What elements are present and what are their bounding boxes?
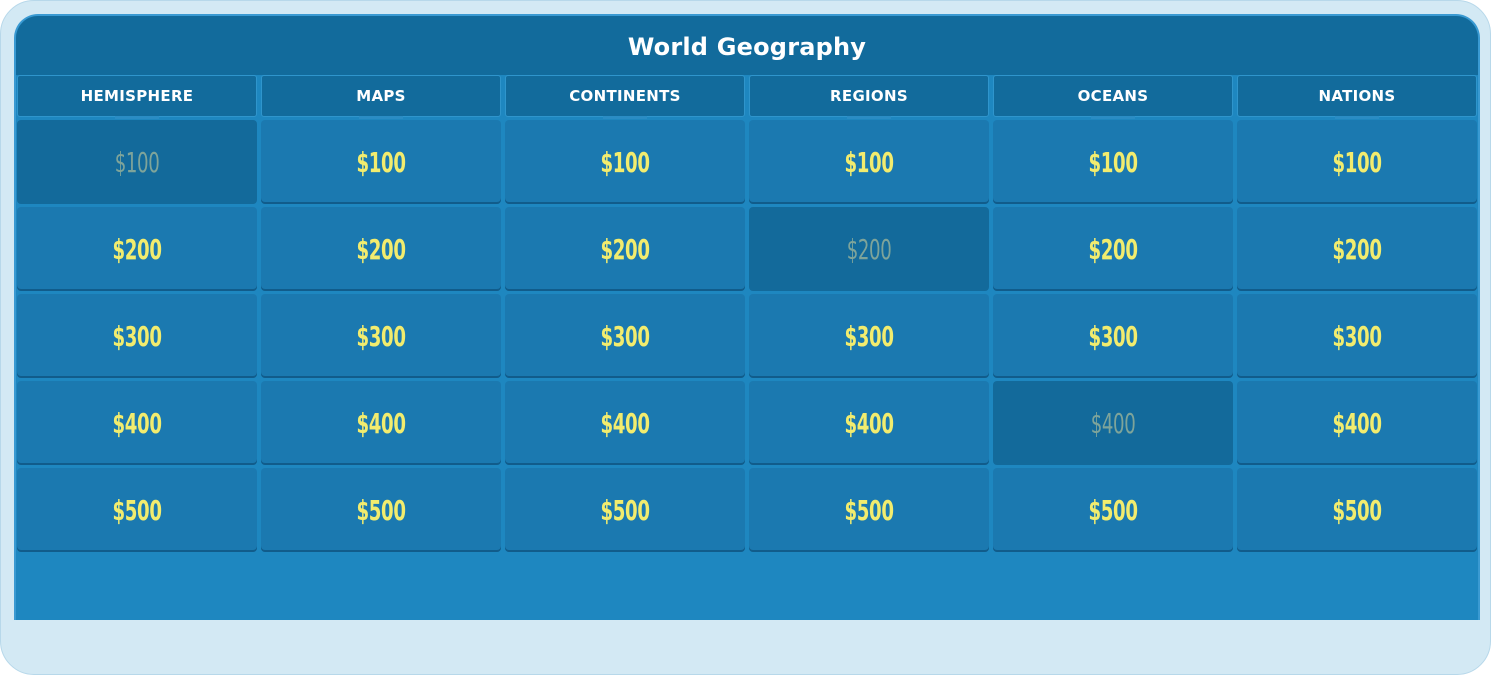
- tile-oceans-3[interactable]: $300: [993, 294, 1233, 378]
- tile-nations-4[interactable]: $400: [1237, 381, 1477, 465]
- tile-regions-5[interactable]: $500: [749, 468, 989, 552]
- tile-value: $100: [114, 145, 160, 179]
- tile-value: $200: [846, 232, 892, 266]
- board-title: World Geography: [627, 32, 867, 61]
- tile-maps-4[interactable]: $400: [261, 381, 501, 465]
- tile-value: $200: [1088, 232, 1138, 266]
- tile-hemisphere-1: $100: [17, 120, 257, 204]
- category-header-oceans: OCEANS: [993, 75, 1233, 119]
- tile-oceans-5[interactable]: $500: [993, 468, 1233, 552]
- tile-oceans-2[interactable]: $200: [993, 207, 1233, 291]
- tile-value: $500: [1332, 493, 1382, 527]
- tile-value: $400: [112, 406, 162, 440]
- tile-maps-2[interactable]: $200: [261, 207, 501, 291]
- tile-value: $500: [600, 493, 650, 527]
- category-header-regions: REGIONS: [749, 75, 989, 119]
- tile-regions-1[interactable]: $100: [749, 120, 989, 204]
- tile-value: $100: [1088, 145, 1138, 179]
- tile-value: $500: [844, 493, 894, 527]
- tile-hemisphere-5[interactable]: $500: [17, 468, 257, 552]
- category-header-continents: CONTINENTS: [505, 75, 745, 119]
- board-grid: HEMISPHERE MAPS CONTINENTS REGIONS OCEANS NAT…: [17, 75, 1478, 552]
- tile-nations-3[interactable]: $300: [1237, 294, 1477, 378]
- tile-oceans-1[interactable]: $100: [993, 120, 1233, 204]
- category-header-nations: NATIONS: [1237, 75, 1477, 119]
- tile-value: $500: [112, 493, 162, 527]
- tile-value: $200: [112, 232, 162, 266]
- tile-value: $400: [600, 406, 650, 440]
- title-bar: World Geography: [16, 16, 1478, 75]
- tile-value: $200: [1332, 232, 1382, 266]
- tile-value: $500: [356, 493, 406, 527]
- tile-value: $100: [600, 145, 650, 179]
- tile-continents-2[interactable]: $200: [505, 207, 745, 291]
- tile-value: $300: [356, 319, 406, 353]
- tile-value: $100: [1332, 145, 1382, 179]
- tile-hemisphere-3[interactable]: $300: [17, 294, 257, 378]
- category-header-hemisphere: HEMISPHERE: [17, 75, 257, 119]
- tile-value: $400: [1332, 406, 1382, 440]
- tile-continents-4[interactable]: $400: [505, 381, 745, 465]
- tile-value: $300: [1088, 319, 1138, 353]
- tile-maps-3[interactable]: $300: [261, 294, 501, 378]
- tile-continents-1[interactable]: $100: [505, 120, 745, 204]
- tile-value: $100: [356, 145, 406, 179]
- tile-regions-3[interactable]: $300: [749, 294, 989, 378]
- tile-hemisphere-4[interactable]: $400: [17, 381, 257, 465]
- tile-value: $100: [844, 145, 894, 179]
- tile-regions-4[interactable]: $400: [749, 381, 989, 465]
- tile-oceans-4: $400: [993, 381, 1233, 465]
- tile-hemisphere-2[interactable]: $200: [17, 207, 257, 291]
- tile-value: $200: [600, 232, 650, 266]
- tile-value: $300: [600, 319, 650, 353]
- tile-continents-3[interactable]: $300: [505, 294, 745, 378]
- tile-nations-1[interactable]: $100: [1237, 120, 1477, 204]
- category-header-maps: MAPS: [261, 75, 501, 119]
- tile-nations-2[interactable]: $200: [1237, 207, 1477, 291]
- tile-value: $400: [1090, 406, 1136, 440]
- tile-value: $500: [1088, 493, 1138, 527]
- tile-regions-2: $200: [749, 207, 989, 291]
- tile-value: $300: [1332, 319, 1382, 353]
- jeopardy-board: World Geography HEMISPHERE MAPS CONTINENTS…: [14, 14, 1480, 620]
- tile-value: $400: [356, 406, 406, 440]
- tile-nations-5[interactable]: $500: [1237, 468, 1477, 552]
- tile-maps-1[interactable]: $100: [261, 120, 501, 204]
- tile-value: $300: [112, 319, 162, 353]
- tile-value: $300: [844, 319, 894, 353]
- tile-value: $400: [844, 406, 894, 440]
- tile-continents-5[interactable]: $500: [505, 468, 745, 552]
- tile-maps-5[interactable]: $500: [261, 468, 501, 552]
- tile-value: $200: [356, 232, 406, 266]
